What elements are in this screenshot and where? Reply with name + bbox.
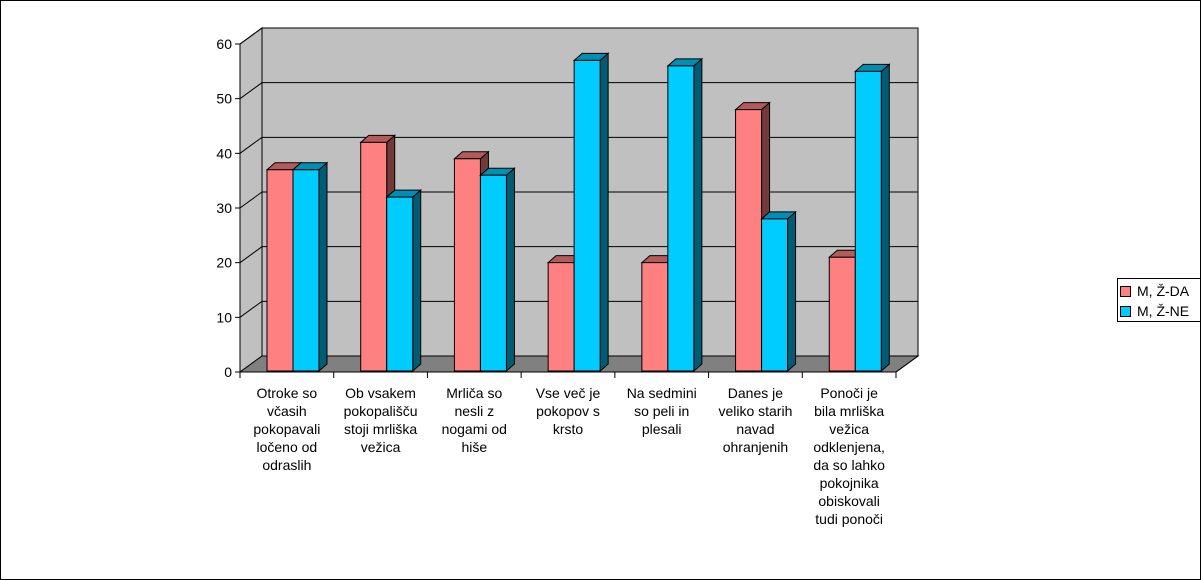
bar-ne-4: [666, 57, 704, 373]
bar-side: [787, 210, 797, 373]
bar-front: [386, 196, 414, 372]
x-axis-depth: [895, 355, 919, 373]
x-category-label: Otroke so včasih pokopavali ločeno od od…: [253, 385, 321, 473]
bar-front: [453, 158, 481, 372]
legend-label-ne: M, Ž-NE: [1137, 303, 1190, 319]
bar-ne-1: [385, 188, 423, 373]
x-category-label: Mrliča so nesli z nogami od hiše: [441, 385, 507, 455]
bar-side: [693, 57, 703, 373]
legend-label-da: M, Ž-DA: [1137, 283, 1190, 299]
y-tick-label: 0: [224, 364, 232, 380]
bar-side: [880, 63, 890, 373]
legend: M, Ž-DA M, Ž-NE: [1117, 278, 1201, 322]
legend-swatch-ne: [1120, 305, 1131, 317]
bar-front: [735, 109, 763, 372]
bar-ne-3: [572, 52, 610, 373]
bar-ne-5: [760, 210, 797, 373]
legend-item-ne: M, Ž-NE: [1120, 302, 1189, 320]
bar-front: [854, 70, 882, 372]
bar-front: [641, 262, 669, 372]
legend-item-da: M, Ž-DA: [1120, 282, 1189, 300]
bar-side: [412, 188, 422, 373]
y-tick-label: 30: [216, 200, 232, 216]
x-category-label: Ob vsakem pokopališču stoji mrliška veži…: [343, 385, 418, 455]
bar-front: [547, 262, 575, 372]
bar-side: [318, 161, 328, 373]
bar-front: [479, 174, 507, 372]
legend-swatch-da: [1120, 285, 1131, 297]
bar-front: [573, 59, 601, 372]
y-tick-label: 10: [216, 309, 232, 325]
bar-front: [292, 169, 320, 372]
bar-side: [599, 52, 609, 373]
bar-front: [360, 141, 388, 372]
bar-front: [761, 218, 789, 372]
gridline: [239, 27, 918, 45]
bar-ne-0: [291, 161, 329, 373]
bar-front: [667, 65, 695, 372]
x-category-label: Na sedmini so peli in plesali: [626, 385, 697, 437]
y-tick-label: 20: [216, 255, 232, 271]
y-tick-label: 60: [216, 36, 232, 52]
x-category-label: Vse več je pokopov s krsto: [535, 385, 601, 437]
y-tick-label: 40: [216, 145, 232, 161]
bar-side: [505, 167, 515, 373]
y-tick-label: 50: [216, 91, 232, 107]
bar-ne-6: [853, 63, 891, 373]
x-category-label: Ponoči je bila mrliška vežica odklenjena…: [813, 385, 885, 527]
bar-front: [828, 256, 856, 372]
bar-ne-2: [479, 167, 516, 373]
x-category-label: Danes je veliko starih navad ohranjenih: [718, 385, 793, 455]
bar-front: [266, 169, 294, 372]
